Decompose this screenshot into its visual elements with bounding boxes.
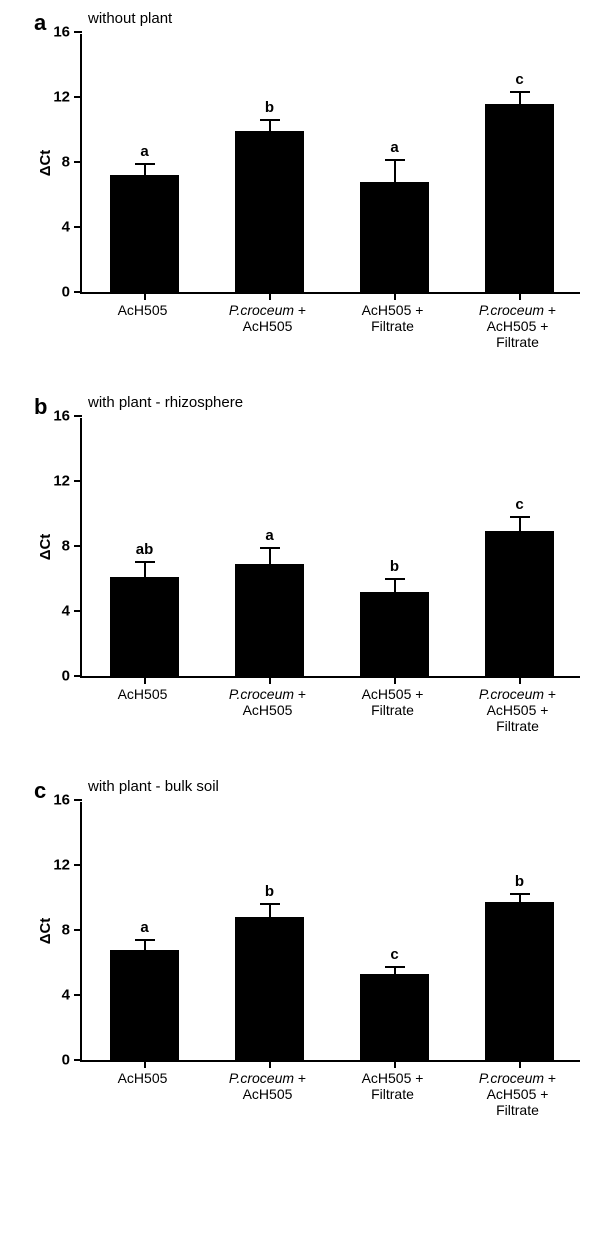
error-cap <box>385 159 405 161</box>
x-category-label: P.croceum +AcH505 +Filtrate <box>455 686 580 734</box>
chart-area: ΔCt0481216abac <box>80 34 580 294</box>
error-cap <box>510 91 530 93</box>
panel-title: without plant <box>88 10 172 27</box>
y-tick-label: 4 <box>62 219 82 236</box>
x-category-label: AcH505 <box>80 1070 205 1086</box>
x-category-label: P.croceum +AcH505 <box>205 302 330 334</box>
significance-letter: a <box>140 143 148 160</box>
y-tick-label: 12 <box>53 857 82 874</box>
error-cap <box>260 119 280 121</box>
bar: ab <box>110 577 179 676</box>
x-category-label: P.croceum +AcH505 <box>205 1070 330 1102</box>
significance-letter: b <box>390 558 399 575</box>
x-category-label: AcH505 <box>80 686 205 702</box>
panel-b: bwith plant - rhizosphereΔCt0481216ababc… <box>20 394 580 750</box>
y-tick-label: 8 <box>62 154 82 171</box>
error-cap <box>510 893 530 895</box>
x-category-label: P.croceum +AcH505 +Filtrate <box>455 302 580 350</box>
panel-header: cwith plant - bulk soil <box>80 778 580 802</box>
error-cap <box>260 547 280 549</box>
error-bar <box>269 548 271 564</box>
error-cap <box>135 939 155 941</box>
x-labels: AcH505P.croceum +AcH505AcH505 +FiltrateP… <box>80 678 580 750</box>
bar: c <box>485 531 554 676</box>
error-bar <box>144 562 146 577</box>
bar: b <box>235 917 304 1060</box>
y-tick-label: 0 <box>62 284 82 301</box>
panel-letter: a <box>34 10 46 36</box>
y-axis-label: ΔCt <box>37 150 54 177</box>
x-category-label: AcH505 +Filtrate <box>330 1070 455 1102</box>
panel-a: awithout plantΔCt0481216abacAcH505P.croc… <box>20 10 580 366</box>
significance-letter: a <box>140 919 148 936</box>
y-axis-label: ΔCt <box>37 918 54 945</box>
panel-c: cwith plant - bulk soilΔCt0481216abcbAcH… <box>20 778 580 1134</box>
y-tick-label: 8 <box>62 538 82 555</box>
bar: b <box>235 131 304 292</box>
significance-letter: b <box>515 873 524 890</box>
error-cap <box>135 561 155 563</box>
x-category-label: P.croceum +AcH505 <box>205 686 330 718</box>
error-bar <box>519 894 521 902</box>
significance-letter: a <box>265 527 273 544</box>
bar: c <box>485 104 554 293</box>
panel-header: awithout plant <box>80 10 580 34</box>
y-tick-label: 16 <box>53 24 82 41</box>
y-tick-label: 0 <box>62 1052 82 1069</box>
significance-letter: ab <box>136 541 154 558</box>
error-cap <box>135 163 155 165</box>
y-tick-label: 16 <box>53 792 82 809</box>
y-tick-label: 4 <box>62 603 82 620</box>
error-cap <box>260 903 280 905</box>
significance-letter: b <box>265 99 274 116</box>
significance-letter: b <box>265 883 274 900</box>
significance-letter: a <box>390 139 398 156</box>
error-bar <box>519 92 521 103</box>
bar: b <box>485 902 554 1060</box>
panel-letter: c <box>34 778 46 804</box>
panel-title: with plant - bulk soil <box>88 778 219 795</box>
panel-title: with plant - rhizosphere <box>88 394 243 411</box>
bar: a <box>360 182 429 293</box>
y-axis-label: ΔCt <box>37 534 54 561</box>
significance-letter: c <box>515 71 523 88</box>
bar: a <box>110 175 179 292</box>
error-cap <box>385 966 405 968</box>
significance-letter: c <box>515 496 523 513</box>
error-bar <box>144 940 146 950</box>
error-bar <box>144 164 146 175</box>
x-category-label: AcH505 <box>80 302 205 318</box>
error-cap <box>385 578 405 580</box>
chart-area: ΔCt0481216ababc <box>80 418 580 678</box>
y-tick-label: 0 <box>62 668 82 685</box>
x-category-label: AcH505 +Filtrate <box>330 686 455 718</box>
x-labels: AcH505P.croceum +AcH505AcH505 +FiltrateP… <box>80 294 580 366</box>
y-tick-label: 4 <box>62 987 82 1004</box>
error-bar <box>269 904 271 917</box>
panel-letter: b <box>34 394 47 420</box>
x-category-label: AcH505 +Filtrate <box>330 302 455 334</box>
significance-letter: c <box>390 946 398 963</box>
error-bar <box>394 579 396 592</box>
error-bar <box>269 120 271 131</box>
error-bar <box>394 160 396 181</box>
bar: c <box>360 974 429 1060</box>
y-tick-label: 8 <box>62 922 82 939</box>
chart-area: ΔCt0481216abcb <box>80 802 580 1062</box>
y-tick-label: 12 <box>53 89 82 106</box>
bar: a <box>235 564 304 676</box>
bar: a <box>110 950 179 1061</box>
bar: b <box>360 592 429 677</box>
error-cap <box>510 516 530 518</box>
panel-header: bwith plant - rhizosphere <box>80 394 580 418</box>
y-tick-label: 12 <box>53 473 82 490</box>
y-tick-label: 16 <box>53 408 82 425</box>
error-bar <box>519 517 521 532</box>
x-category-label: P.croceum +AcH505 +Filtrate <box>455 1070 580 1118</box>
x-labels: AcH505P.croceum +AcH505AcH505 +FiltrateP… <box>80 1062 580 1134</box>
